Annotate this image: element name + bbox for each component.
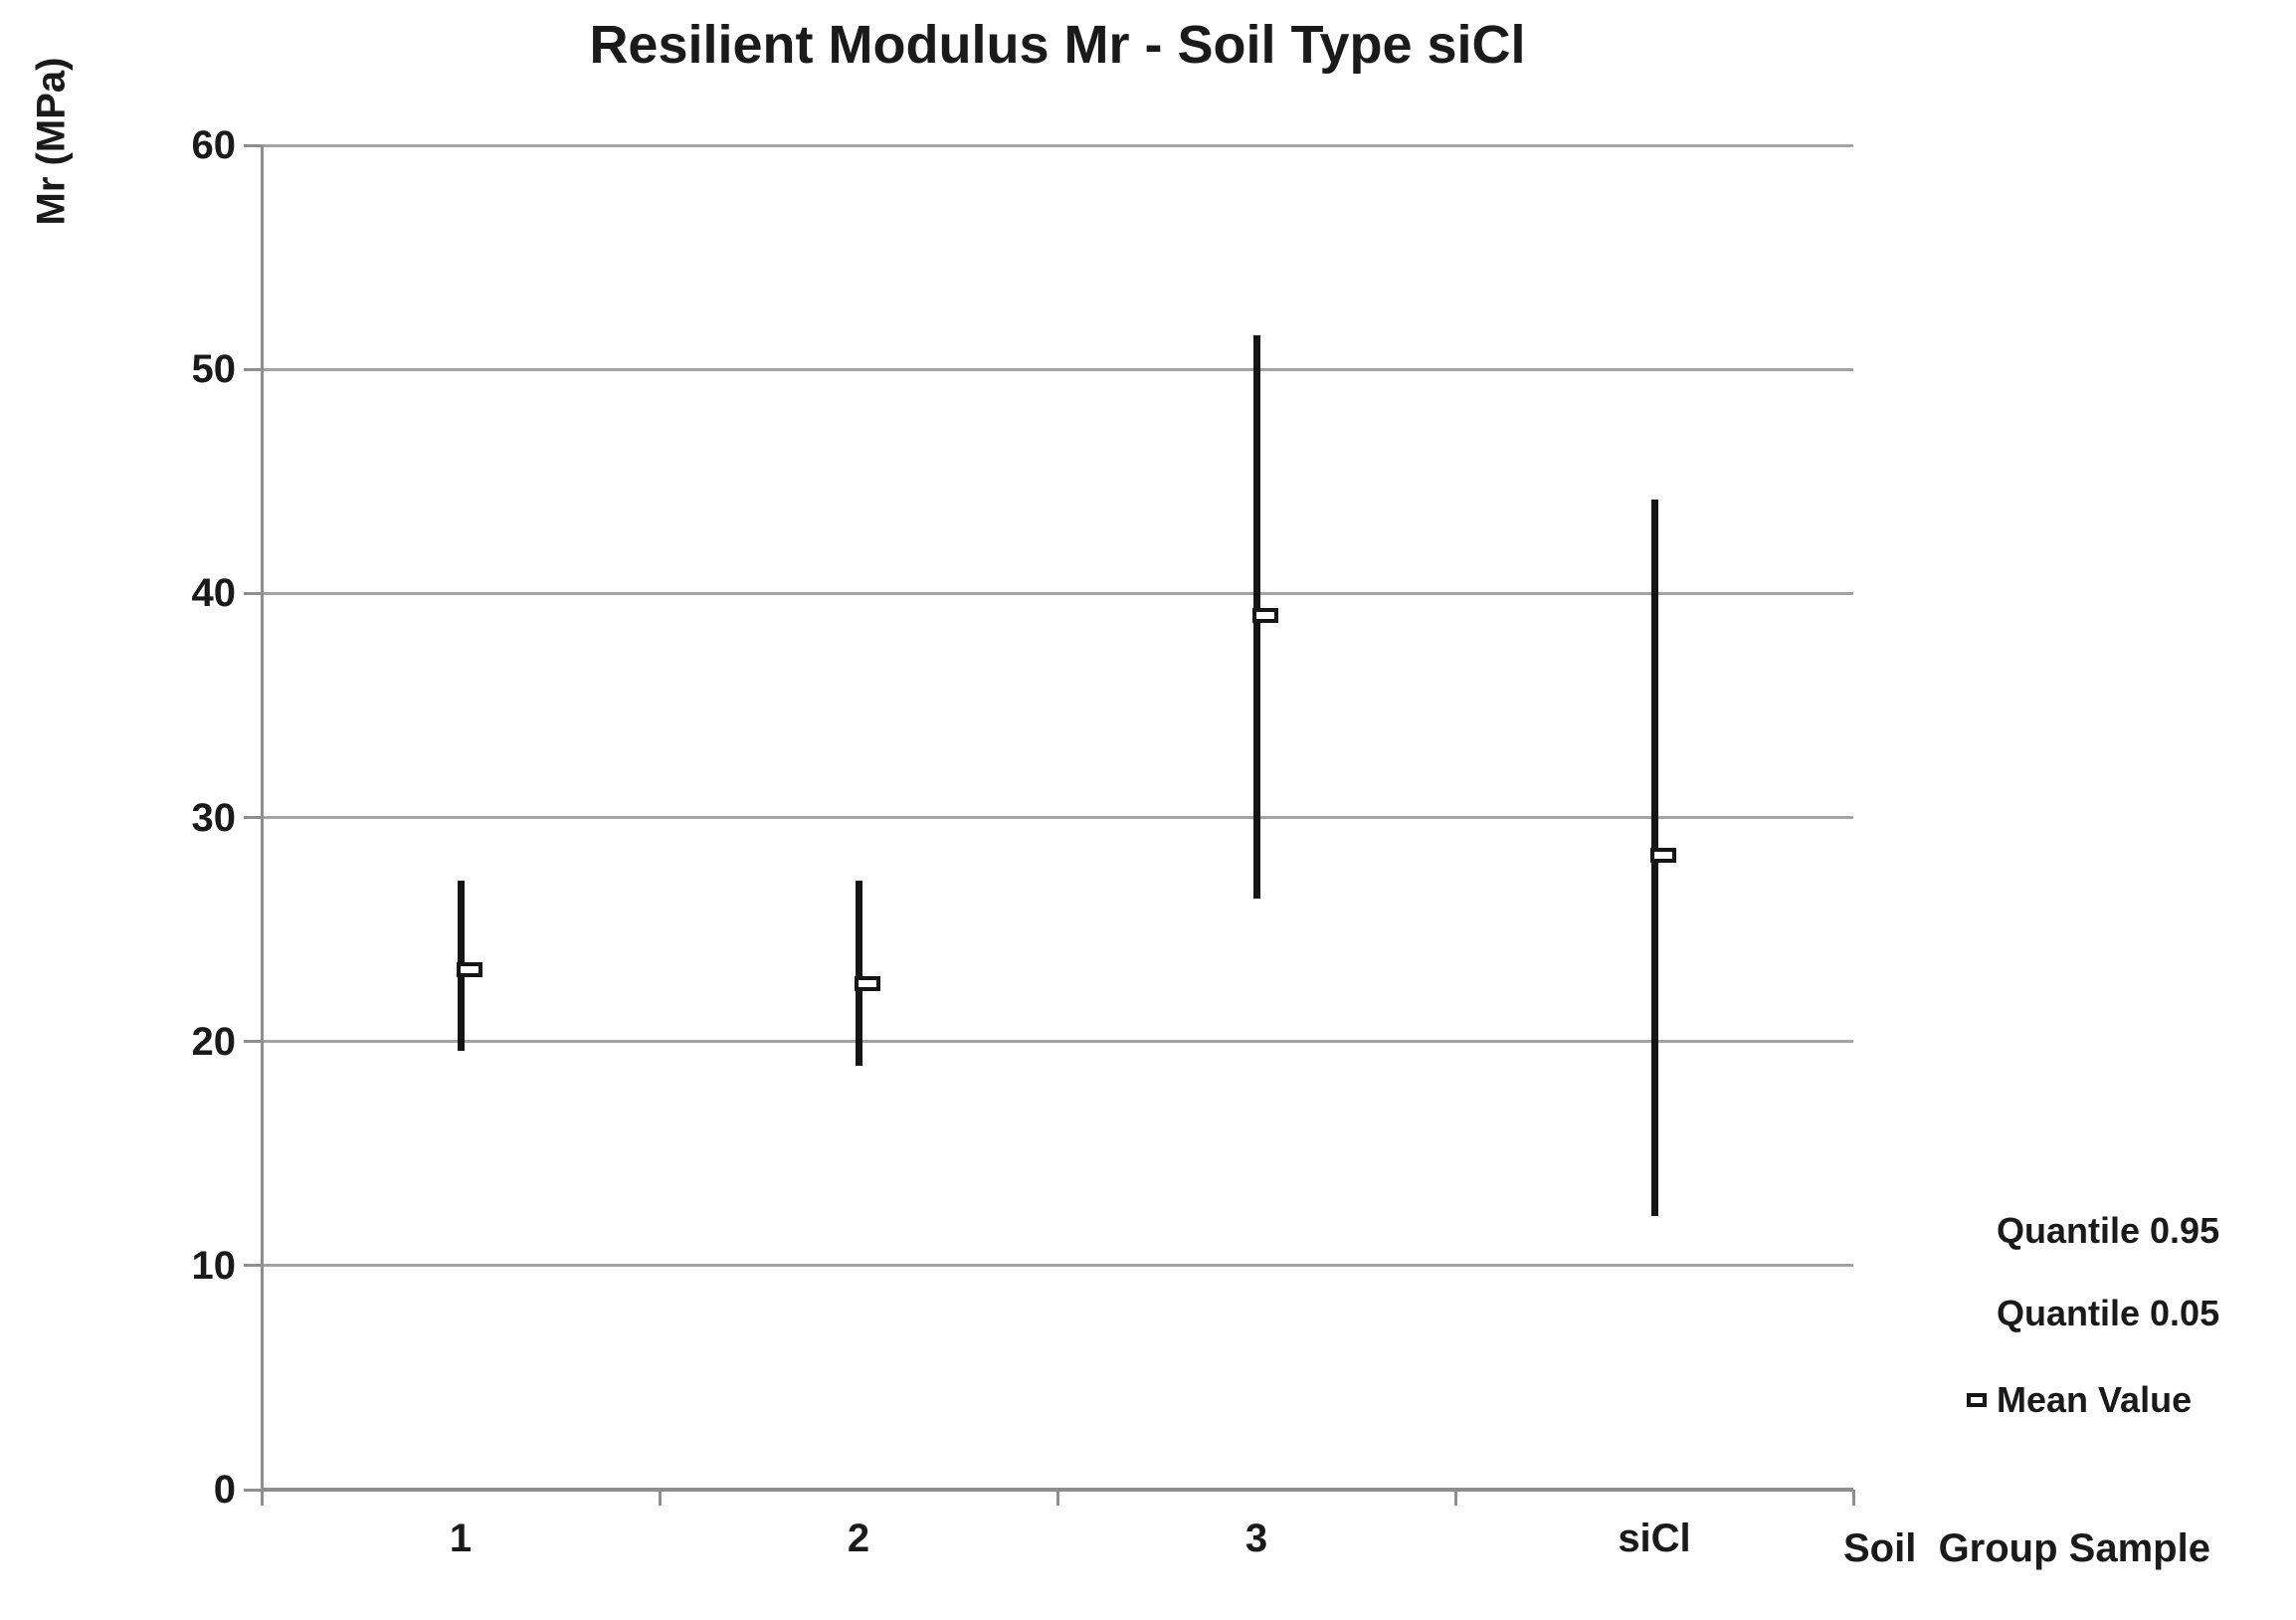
legend-item-mean-value: Mean Value bbox=[1967, 1379, 2192, 1421]
y-axis-tick bbox=[244, 1488, 262, 1492]
y-tick-label: 60 bbox=[191, 123, 237, 167]
mean-marker bbox=[855, 975, 880, 991]
y-axis-tick bbox=[244, 1040, 262, 1044]
x-axis-tick bbox=[1453, 1490, 1457, 1506]
x-axis-tick bbox=[1851, 1490, 1855, 1506]
x-category-label: 1 bbox=[449, 1517, 473, 1560]
y-axis-tick bbox=[244, 1264, 262, 1268]
x-axis-tick bbox=[1055, 1490, 1059, 1506]
y-axis-line bbox=[260, 145, 264, 1506]
x-category-label: 3 bbox=[1244, 1517, 1268, 1560]
y-tick-label: 50 bbox=[191, 347, 237, 392]
gridline bbox=[262, 591, 1853, 595]
y-axis-tick bbox=[244, 816, 262, 819]
x-category-label: siCl bbox=[1618, 1517, 1691, 1560]
y-axis-title: Mr (MPa) bbox=[29, 57, 74, 226]
y-axis-tick bbox=[244, 591, 262, 595]
legend-label: Quantile 0.95 bbox=[1997, 1210, 2220, 1251]
y-tick-label: 30 bbox=[191, 795, 237, 840]
legend-item-quantile-095: Quantile 0.95 bbox=[1997, 1210, 2219, 1252]
gridline bbox=[262, 1264, 1853, 1268]
mean-marker-icon bbox=[1967, 1393, 1987, 1407]
y-tick-label: 40 bbox=[191, 571, 237, 616]
gridline bbox=[262, 1040, 1853, 1044]
quantile-range-bar bbox=[855, 880, 862, 1067]
x-axis-title: Soil Group Sample bbox=[1843, 1526, 2210, 1570]
legend-item-quantile-005: Quantile 0.05 bbox=[1997, 1293, 2219, 1334]
legend-label: Mean Value bbox=[1997, 1379, 2193, 1420]
chart-title: Resilient Modulus Mr - Soil Type siCl bbox=[589, 15, 1526, 75]
mean-marker bbox=[457, 962, 482, 978]
y-tick-label: 20 bbox=[191, 1019, 237, 1064]
y-axis-tick bbox=[244, 143, 262, 147]
x-axis-tick bbox=[658, 1490, 662, 1506]
mean-marker bbox=[1650, 848, 1676, 864]
y-tick-label: 10 bbox=[191, 1243, 237, 1288]
legend-label: Quantile 0.05 bbox=[1997, 1293, 2220, 1333]
gridline bbox=[262, 816, 1853, 819]
y-tick-label: 0 bbox=[213, 1468, 236, 1512]
mean-marker bbox=[1252, 608, 1278, 624]
gridline bbox=[262, 143, 1853, 147]
y-axis-tick bbox=[244, 367, 262, 371]
gridline bbox=[262, 367, 1853, 371]
x-category-label: 2 bbox=[847, 1517, 870, 1560]
